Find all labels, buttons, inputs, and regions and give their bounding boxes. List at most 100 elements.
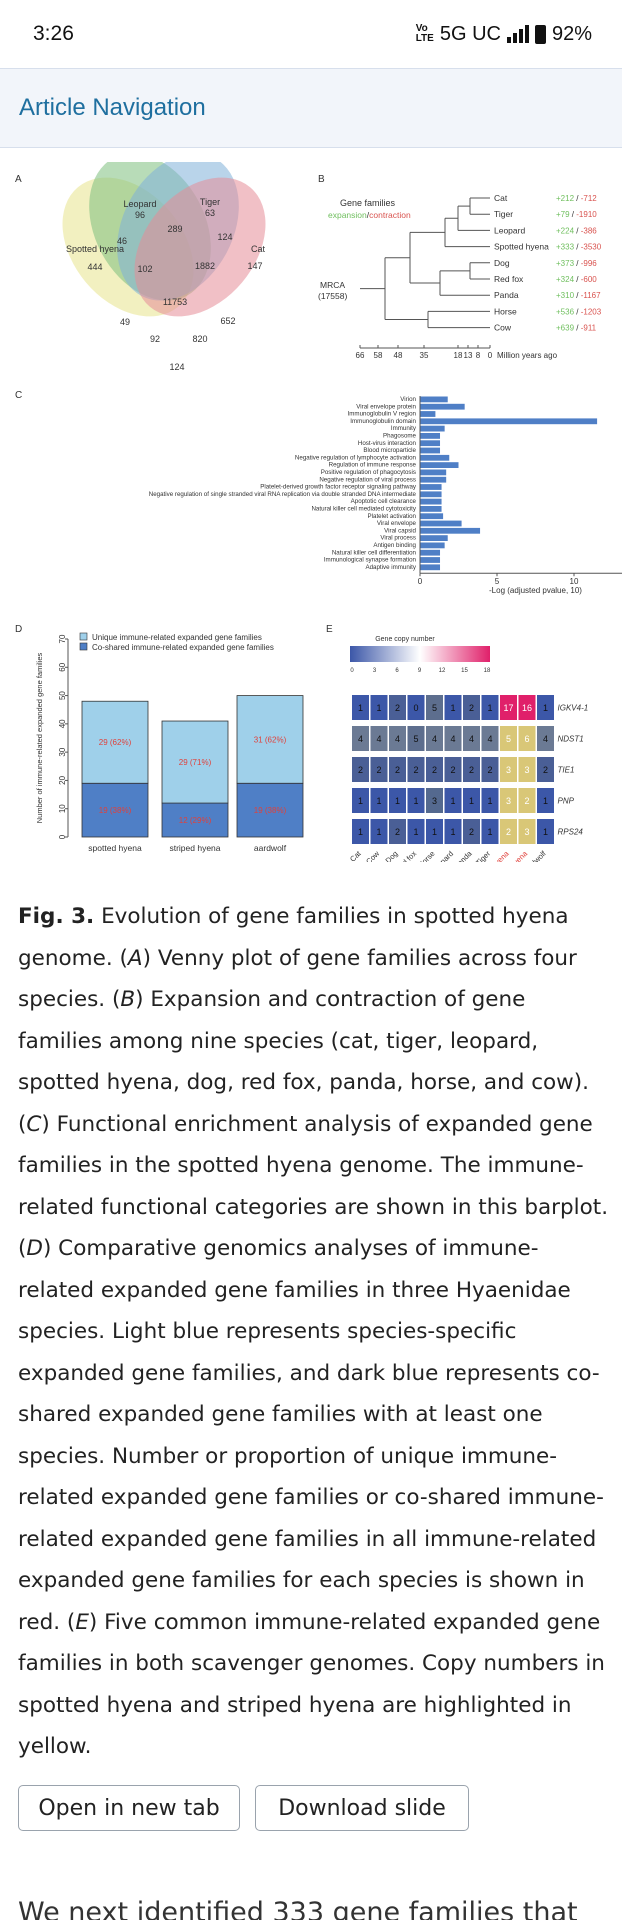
tree-axis-tick: 13 bbox=[464, 351, 473, 360]
heatmap-cell bbox=[370, 819, 388, 844]
stacked-label-unique: 31 (62%) bbox=[254, 735, 287, 744]
heatmap-cell bbox=[426, 819, 443, 844]
tree-species-name: Red fox bbox=[494, 274, 524, 284]
venn-region: 124 bbox=[169, 362, 184, 372]
enrichment-bar bbox=[420, 433, 441, 439]
heatmap-cell-value: 1 bbox=[376, 827, 381, 837]
heatmap-cell bbox=[518, 819, 536, 844]
heatmap-legend-tick: 6 bbox=[395, 668, 399, 674]
battery-icon bbox=[534, 24, 546, 44]
heatmap-cell bbox=[370, 726, 388, 751]
heatmap-cell-value: 2 bbox=[469, 703, 474, 713]
venn-region: 102 bbox=[137, 264, 152, 274]
stacked-y-tick: 40 bbox=[58, 719, 67, 728]
heatmap-cell-value: 2 bbox=[395, 703, 400, 713]
heatmap-cell-value: 2 bbox=[376, 765, 381, 775]
enrichment-category-label: Positive regulation of phagocytosis bbox=[321, 469, 416, 476]
heatmap-cell bbox=[407, 726, 425, 751]
venn-region: 124 bbox=[217, 232, 232, 242]
venn-set-label-tiger: Tiger bbox=[200, 197, 220, 207]
tree-expansion: +79 / -1910 bbox=[556, 210, 597, 219]
heatmap-cell bbox=[518, 788, 536, 813]
enrichment-category-label: Immunoglobulin domain bbox=[350, 418, 416, 425]
download-slide-button[interactable]: Download slide bbox=[255, 1785, 469, 1831]
heatmap-cell bbox=[444, 819, 462, 844]
heatmap-cell-value: 1 bbox=[413, 827, 418, 837]
heatmap-cell-value: 3 bbox=[524, 827, 529, 837]
enrichment-category-label: Negative regulation of viral process bbox=[319, 476, 416, 483]
open-in-new-tab-button[interactable]: Open in new tab bbox=[18, 1785, 240, 1831]
venn-region: 444 bbox=[87, 262, 102, 272]
heatmap-cell-value: 4 bbox=[450, 734, 455, 744]
venn-region: 96 bbox=[135, 210, 145, 220]
tree-axis-tick: 48 bbox=[394, 351, 403, 360]
heatmap-column-label: Cow bbox=[364, 849, 381, 862]
venn-set-cat bbox=[134, 177, 266, 317]
signal-icon bbox=[506, 25, 529, 43]
heatmap-cell-value: 3 bbox=[506, 796, 511, 806]
heatmap-cell-value: 1 bbox=[487, 796, 492, 806]
heatmap-cell-value: 2 bbox=[543, 765, 548, 775]
heatmap-cell bbox=[537, 788, 554, 813]
heatmap-cell-value: 1 bbox=[487, 703, 492, 713]
venn-region: 1882 bbox=[195, 261, 215, 271]
network-label: 5G UC bbox=[439, 22, 501, 45]
tree-axis-unit: Million years ago bbox=[497, 351, 558, 360]
enrichment-bar bbox=[420, 549, 441, 556]
article-navigation-title[interactable]: Article Navigation bbox=[19, 94, 206, 121]
heatmap-cell bbox=[389, 788, 406, 813]
heatmap-cell bbox=[352, 757, 369, 782]
venn-region: 92 bbox=[150, 334, 160, 344]
heatmap-legend-tick: 3 bbox=[373, 668, 377, 674]
next-paragraph: We next identified 333 gene families tha… bbox=[18, 1897, 578, 1920]
heatmap-cell-value: 1 bbox=[543, 796, 548, 806]
heatmap-cell bbox=[500, 726, 517, 751]
heatmap-cell bbox=[481, 788, 499, 813]
battery-level: 92% bbox=[551, 22, 592, 45]
heatmap-cell-value: 2 bbox=[506, 827, 511, 837]
figure-caption: Fig. 3. Evolution of gene families in sp… bbox=[18, 904, 609, 1759]
heatmap-cell bbox=[426, 788, 443, 813]
stacked-category-label: spotted hyena bbox=[88, 843, 142, 853]
tree-expansion: +310 / -1167 bbox=[556, 291, 601, 300]
heatmap-cell bbox=[370, 695, 388, 720]
heatmap-cell-value: 1 bbox=[543, 827, 548, 837]
heatmap-cell bbox=[426, 695, 443, 720]
stacked-bar-coshared bbox=[161, 802, 229, 838]
article-navigation-bar[interactable]: Article Navigation bbox=[0, 68, 622, 148]
legend-swatch-unique bbox=[79, 632, 88, 641]
heatmap-cell bbox=[352, 819, 369, 844]
legend-label-coshared: Co-shared immune-related expanded gene f… bbox=[92, 643, 274, 652]
enrichment-category-label: Natural killer cell mediated cytotoxicit… bbox=[311, 506, 416, 513]
heatmap-cell bbox=[389, 757, 406, 782]
tree-expansion: +639 / -911 bbox=[556, 324, 597, 333]
tree-expansion: +536 / -1203 bbox=[556, 307, 602, 316]
heatmap-cell bbox=[444, 757, 462, 782]
heatmap-cell bbox=[444, 788, 462, 813]
heatmap-cell-value: 3 bbox=[524, 765, 529, 775]
heatmap-legend-tick: 18 bbox=[484, 668, 491, 674]
heatmap-cell bbox=[518, 695, 536, 720]
enrichment-category-label: Viral process bbox=[380, 535, 416, 542]
heatmap-cell-value: 1 bbox=[358, 796, 363, 806]
tree-species-name: Horse bbox=[494, 306, 517, 316]
heatmap-cell-value: 1 bbox=[469, 796, 474, 806]
heatmap-row-label: NDST1 bbox=[558, 735, 584, 744]
heatmap-cell-value: 17 bbox=[503, 703, 513, 713]
enrichment-category-label: Viral envelope protein bbox=[356, 403, 416, 410]
tree-expansion: +373 / -996 bbox=[556, 259, 597, 268]
heatmap-cell-value: 1 bbox=[376, 796, 381, 806]
enrichment-category-label: Regulation of immune response bbox=[329, 462, 417, 469]
enrichment-category-label: Viral envelope bbox=[377, 520, 417, 527]
enrichment-category-label: Adaptive immunity bbox=[365, 564, 416, 571]
stacked-label-coshared: 19 (38%) bbox=[254, 806, 287, 815]
enrichment-category-label: Negative regulation of single stranded v… bbox=[149, 491, 417, 498]
status-bar: 3:26 Vo LTE 5G UC 92% bbox=[0, 0, 622, 68]
heatmap-cell bbox=[518, 757, 536, 782]
enrichment-bar bbox=[420, 498, 442, 505]
enrichment-bar bbox=[420, 476, 447, 483]
tree-branches bbox=[360, 197, 490, 329]
venn-region: 49 bbox=[120, 317, 130, 327]
enrichment-bar bbox=[420, 411, 436, 417]
